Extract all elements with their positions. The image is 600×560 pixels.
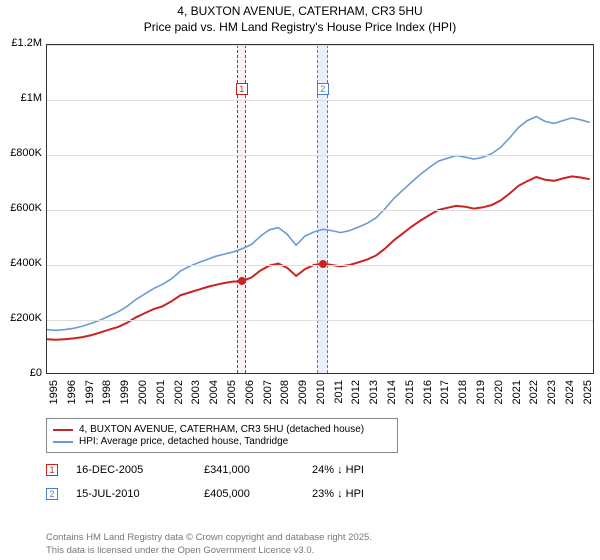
- chart-title: 4, BUXTON AVENUE, CATERHAM, CR3 5HU Pric…: [0, 0, 600, 35]
- x-tick-label: 2002: [173, 380, 185, 410]
- legend-label: HPI: Average price, detached house, Tand…: [79, 436, 288, 447]
- sale-row: 1 16-DEC-2005 £341,000 24% ↓ HPI: [46, 464, 364, 476]
- x-tick-label: 1996: [66, 380, 78, 410]
- x-tick-label: 2001: [155, 380, 167, 410]
- x-tick-label: 2010: [315, 380, 327, 410]
- sale-marker-icon: 1: [46, 464, 58, 476]
- y-tick-label: £600K: [2, 202, 42, 214]
- x-tick-label: 2017: [439, 380, 451, 410]
- y-tick-label: £1.2M: [2, 37, 42, 49]
- sale-date: 16-DEC-2005: [76, 464, 186, 476]
- footer-line1: Contains HM Land Registry data © Crown c…: [46, 532, 372, 545]
- x-tick-label: 2021: [511, 380, 523, 410]
- sale-point: [238, 277, 246, 285]
- legend: 4, BUXTON AVENUE, CATERHAM, CR3 5HU (det…: [46, 418, 398, 453]
- legend-swatch: [53, 441, 73, 443]
- x-tick-label: 2019: [475, 380, 487, 410]
- x-tick-label: 2006: [244, 380, 256, 410]
- grid-line: [47, 155, 593, 156]
- x-tick-label: 2015: [404, 380, 416, 410]
- title-line1: 4, BUXTON AVENUE, CATERHAM, CR3 5HU: [0, 4, 600, 20]
- sale-price: £405,000: [204, 488, 294, 500]
- footer: Contains HM Land Registry data © Crown c…: [46, 532, 372, 558]
- series-hpi: [47, 117, 590, 331]
- x-tick-label: 2018: [457, 380, 469, 410]
- grid-line: [47, 45, 593, 46]
- y-tick-label: £0: [2, 367, 42, 379]
- sale-marker-icon: 2: [46, 488, 58, 500]
- sale-price: £341,000: [204, 464, 294, 476]
- x-tick-label: 2020: [493, 380, 505, 410]
- y-tick-label: £1M: [2, 92, 42, 104]
- plot-area: 12: [46, 44, 594, 374]
- sale-marker-callout: 1: [236, 83, 248, 95]
- x-tick-label: 2023: [546, 380, 558, 410]
- series-price_paid: [47, 176, 590, 339]
- grid-line: [47, 320, 593, 321]
- y-tick-label: £800K: [2, 147, 42, 159]
- grid-line: [47, 210, 593, 211]
- sale-row: 2 15-JUL-2010 £405,000 23% ↓ HPI: [46, 488, 364, 500]
- chart-container: 4, BUXTON AVENUE, CATERHAM, CR3 5HU Pric…: [0, 0, 600, 560]
- legend-label: 4, BUXTON AVENUE, CATERHAM, CR3 5HU (det…: [79, 424, 364, 435]
- x-tick-label: 2024: [564, 380, 576, 410]
- x-tick-label: 1997: [84, 380, 96, 410]
- x-tick-label: 2007: [262, 380, 274, 410]
- x-tick-label: 2025: [582, 380, 594, 410]
- legend-swatch: [53, 429, 73, 431]
- x-tick-label: 2013: [368, 380, 380, 410]
- x-tick-label: 2011: [333, 380, 345, 410]
- x-tick-label: 2008: [279, 380, 291, 410]
- x-tick-label: 1995: [48, 380, 60, 410]
- title-line2: Price paid vs. HM Land Registry's House …: [0, 20, 600, 36]
- x-tick-label: 2014: [386, 380, 398, 410]
- sale-marker-callout: 2: [317, 83, 329, 95]
- legend-item: 4, BUXTON AVENUE, CATERHAM, CR3 5HU (det…: [53, 424, 391, 435]
- x-tick-label: 2003: [190, 380, 202, 410]
- y-tick-label: £200K: [2, 312, 42, 324]
- x-tick-label: 2005: [226, 380, 238, 410]
- grid-line: [47, 100, 593, 101]
- x-tick-label: 2022: [528, 380, 540, 410]
- y-tick-label: £400K: [2, 257, 42, 269]
- sale-hpi-delta: 23% ↓ HPI: [312, 488, 364, 500]
- x-tick-label: 2000: [137, 380, 149, 410]
- x-tick-label: 2009: [297, 380, 309, 410]
- sale-point: [319, 260, 327, 268]
- footer-line2: This data is licensed under the Open Gov…: [46, 545, 372, 558]
- sale-date: 15-JUL-2010: [76, 488, 186, 500]
- legend-item: HPI: Average price, detached house, Tand…: [53, 436, 391, 447]
- sale-hpi-delta: 24% ↓ HPI: [312, 464, 364, 476]
- x-tick-label: 1998: [101, 380, 113, 410]
- x-tick-label: 2012: [350, 380, 362, 410]
- x-tick-label: 2016: [422, 380, 434, 410]
- x-tick-label: 1999: [119, 380, 131, 410]
- x-tick-label: 2004: [208, 380, 220, 410]
